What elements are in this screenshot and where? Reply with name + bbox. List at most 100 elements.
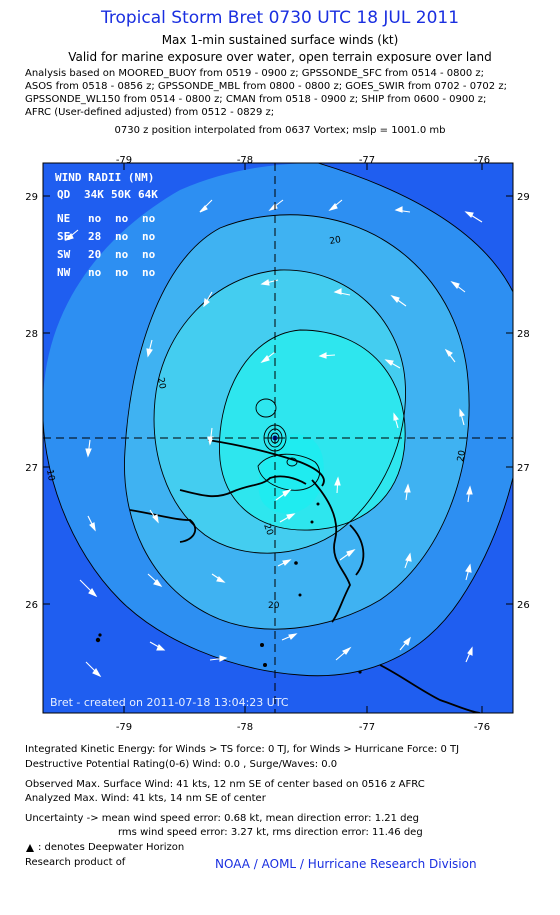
wind-vector (147, 573, 163, 587)
wind-vector (79, 579, 98, 598)
lat-tick-right-1: 29 (517, 192, 530, 203)
wind-vector (203, 291, 213, 308)
noaa-aoml-link[interactable]: NOAA / AOML / Hurricane Research Divisio… (215, 857, 477, 871)
analysis-line-3: GPSSONDE_WL150 from 0514 - 0800 z; CMAN … (25, 94, 487, 105)
wind-vector (281, 633, 298, 641)
wind-vector (335, 646, 352, 661)
wind-vector (87, 515, 96, 532)
cay (316, 502, 320, 506)
cay (263, 663, 267, 667)
wind-radii-64k: no (142, 230, 156, 243)
wind-vector (527, 575, 532, 590)
wind-field-map: -79 -78 -77 -76 (25, 155, 532, 733)
wind-vector (207, 427, 214, 446)
cay (358, 670, 362, 674)
wind-radii-34k: no (88, 212, 102, 225)
wind-radii-quadrant: NE (57, 212, 70, 225)
wind-vector (524, 446, 529, 460)
wind-radii-50k: no (115, 266, 129, 279)
axis-ticks (43, 163, 513, 713)
wind-vector (459, 408, 465, 426)
wind-radii-34k: no (88, 266, 102, 279)
wind-radii-64k: no (142, 266, 156, 279)
deepwater-horizon-icon (26, 844, 34, 852)
analysis-line-4: AFRC (User-defined adjusted) from 0512 -… (25, 107, 275, 118)
wind-vector (404, 552, 412, 569)
contour-30 (219, 329, 406, 531)
wind-radii-header-34k: 34K (84, 188, 104, 201)
wind-vector (209, 655, 228, 662)
lon-tick-top-2: -78 (237, 155, 253, 166)
wind-vector (146, 339, 153, 358)
wind-vector (384, 359, 401, 369)
wind-vector (394, 206, 411, 213)
wind-radii-header-qd: QD (57, 188, 71, 201)
wind-vectors (64, 199, 532, 678)
wind-vector (199, 199, 213, 213)
wind-radii-50k: no (115, 212, 129, 225)
ike-line: Integrated Kinetic Energy: for Winds > T… (25, 744, 460, 755)
lon-tick-bottom-2: -78 (237, 722, 253, 733)
wind-vector (328, 199, 343, 212)
wind-radii-table: WIND RADII (NM) QD 34K 50K 64K NE no no … (55, 171, 158, 279)
lon-tick-bottom-1: -79 (116, 722, 132, 733)
analyzed-max-line: Analyzed Max. Wind: 41 kts, 14 nm SE of … (25, 793, 266, 804)
map-validity-note: Valid for marine exposure over water, op… (68, 50, 492, 64)
wind-vector (465, 646, 473, 663)
wind-vector (450, 280, 466, 293)
map-subtitle: Max 1-min sustained surface winds (kt) (161, 33, 399, 47)
wind-vector (149, 509, 159, 524)
wind-shading: 20 20 20 20 20 10 (43, 163, 532, 713)
wind-vector (211, 573, 226, 583)
deepwater-note: : denotes Deepwater Horizon (38, 842, 185, 853)
coast-abaco-east (349, 524, 365, 576)
wind-radii-64k: no (142, 248, 156, 261)
wind-vector (260, 351, 276, 364)
dpr-line: Destructive Potential Rating(0-6) Wind: … (25, 759, 338, 770)
contour-20 (124, 214, 470, 630)
cay (298, 593, 302, 597)
cays (95, 502, 362, 674)
lat-tick-left-2: 28 (25, 329, 38, 340)
coast-andros-north (379, 664, 481, 713)
uncertainty-line-2: rms wind speed error: 3.27 kt, rms direc… (118, 827, 423, 838)
cay (95, 637, 101, 643)
wind-radii-quadrant: SE (57, 230, 70, 243)
wind-radii-quadrant: SW (57, 248, 71, 261)
wind-vector (64, 229, 79, 242)
position-note: 0730 z position interpolated from 0637 V… (114, 125, 446, 136)
coast-abaco (311, 479, 351, 623)
wind-radii-title: WIND RADII (NM) (55, 171, 154, 184)
wind-vector (518, 312, 530, 320)
contour-max-wind (257, 453, 320, 491)
contour-label: 10 (44, 469, 56, 482)
contour-label: 20 (329, 235, 342, 247)
contour-25 (153, 269, 406, 554)
lon-tick-top-4: -76 (474, 155, 490, 166)
observed-max-line: Observed Max. Surface Wind: 41 kts, 12 n… (25, 779, 425, 790)
wind-vector (466, 485, 473, 503)
lat-tick-left-1: 29 (25, 192, 38, 203)
wind-vector (277, 559, 292, 567)
wind-vector (390, 294, 407, 307)
wind-radii-header-50k: 50K (111, 188, 131, 201)
map-title: Tropical Storm Bret 0730 UTC 18 JUL 2011 (100, 8, 460, 28)
cay (294, 561, 298, 565)
wind-vector (334, 476, 341, 494)
wind-vector (85, 439, 92, 458)
wind-vector (464, 211, 483, 223)
wind-radii-34k: 28 (88, 230, 101, 243)
lat-tick-right-3: 27 (517, 463, 530, 474)
lon-tick-top-3: -77 (359, 155, 375, 166)
wind-vector (149, 641, 166, 651)
wind-vector (399, 636, 411, 651)
wind-radii-34k: 20 (88, 248, 101, 261)
lat-tick-left-4: 26 (25, 600, 38, 611)
cay (98, 633, 102, 637)
wind-vector (333, 288, 351, 296)
coast-grand-bahama (179, 475, 307, 498)
wind-vector (404, 483, 411, 501)
lat-tick-right-4: 26 (517, 600, 530, 611)
analysis-line-1: Analysis based on MOORED_BUOY from 0519 … (25, 68, 485, 79)
wind-radii-header-64k: 64K (138, 188, 158, 201)
